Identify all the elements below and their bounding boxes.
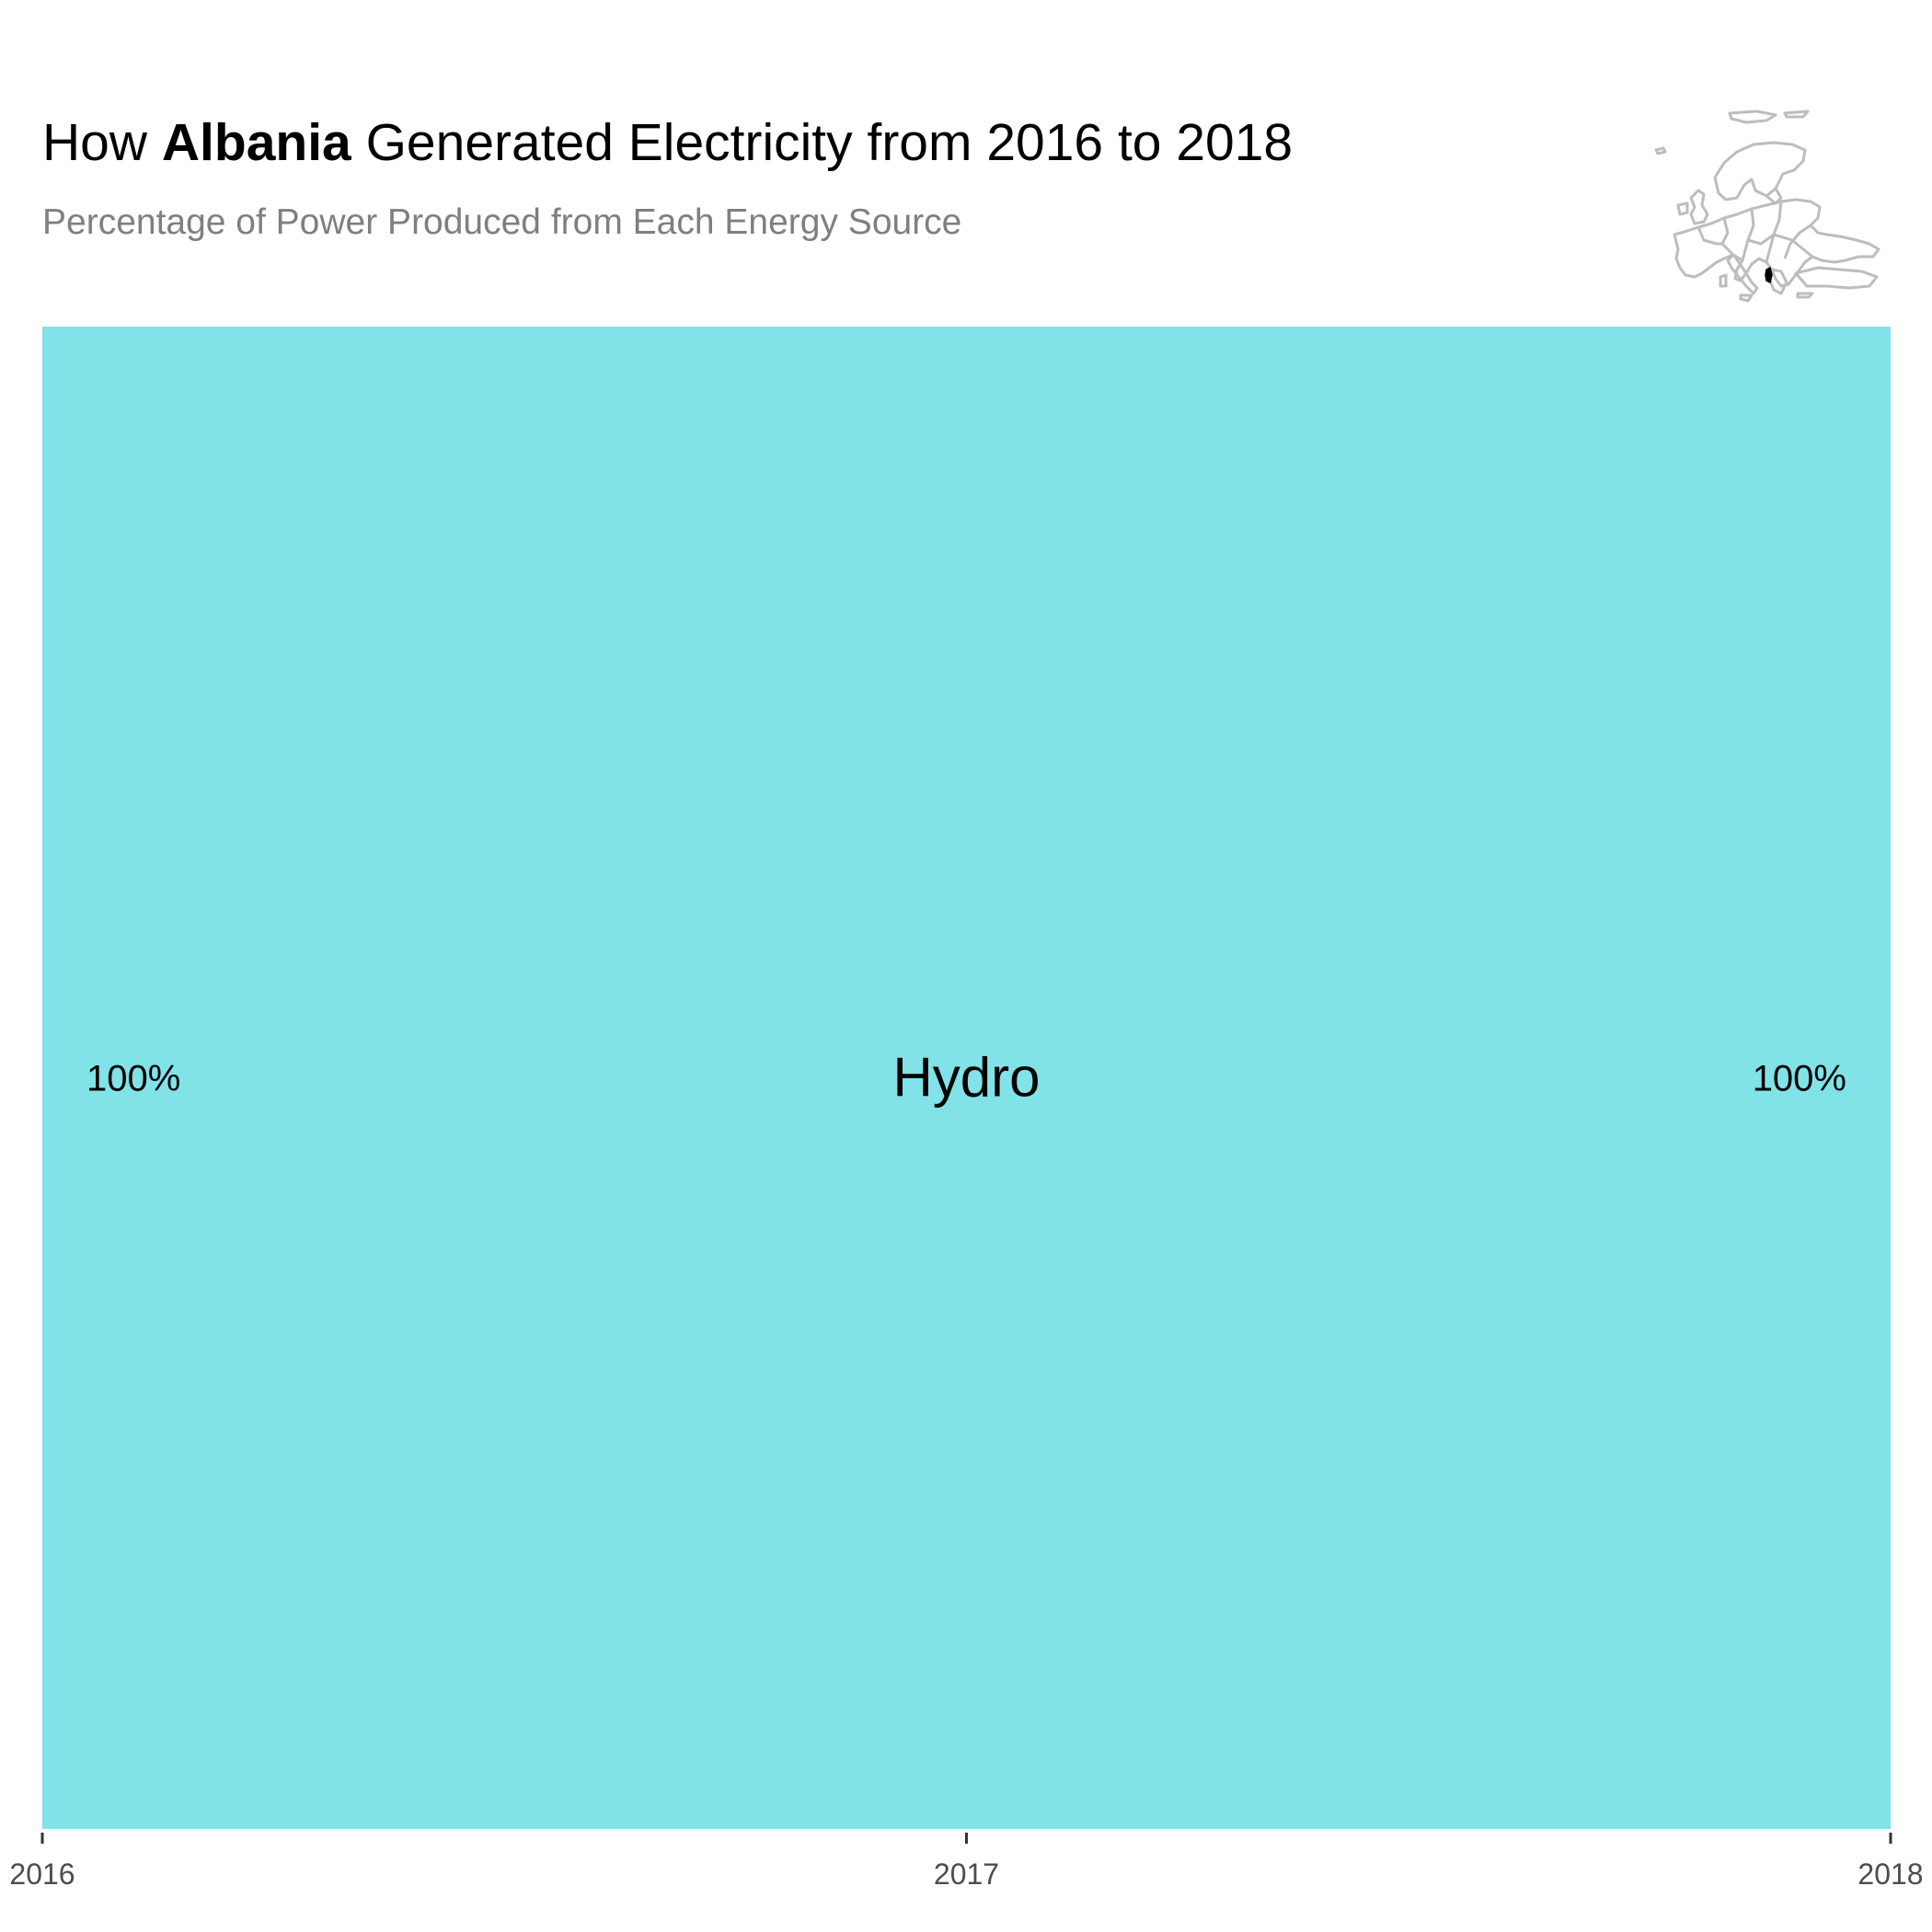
chart-subtitle: Percentage of Power Produced from Each E… <box>42 202 962 242</box>
x-tick-label: 2017 <box>934 1857 999 1891</box>
area-series-hydro <box>42 327 1891 1829</box>
title-suffix: Generated Electricity from 2016 to 2018 <box>351 113 1294 172</box>
chart-title: How Albania Generated Electricity from 2… <box>42 112 1293 173</box>
europe-map-icon <box>1654 109 1880 303</box>
albania-highlight <box>1765 266 1773 284</box>
start-value-label: 100% <box>86 1059 180 1099</box>
title-prefix: How <box>42 113 162 172</box>
x-tick-label: 2016 <box>9 1857 75 1891</box>
title-country: Albania <box>161 113 351 172</box>
x-tick-label: 2018 <box>1857 1857 1923 1891</box>
series-label: Hydro <box>892 1047 1040 1109</box>
end-value-label: 100% <box>1753 1059 1846 1099</box>
